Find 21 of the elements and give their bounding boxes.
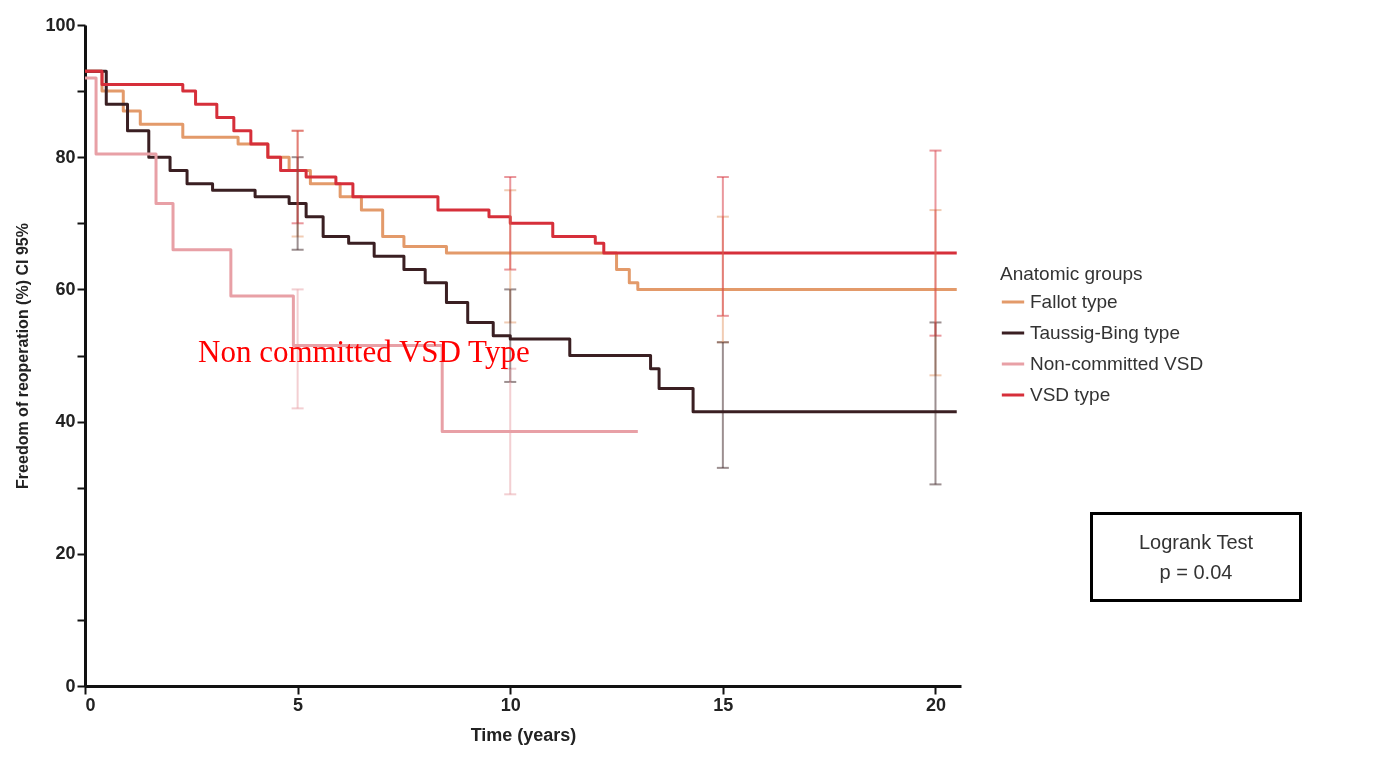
- y-tick-label: 40: [55, 411, 76, 432]
- x-tick-label: 5: [293, 694, 304, 715]
- x-tick-label: 15: [713, 694, 734, 715]
- y-tick-label: 60: [55, 278, 76, 299]
- y-tick-label: 0: [65, 675, 76, 696]
- legend-label: Fallot type: [1030, 291, 1118, 312]
- annotation: Non committed VSD Type: [198, 334, 530, 370]
- legend-label: Non-committed VSD: [1030, 353, 1204, 374]
- legend-label: Taussig-Bing type: [1030, 322, 1180, 343]
- y-tick-label: 100: [45, 14, 76, 35]
- x-tick-label: 0: [85, 694, 96, 715]
- text: p = 0.04: [1158, 560, 1234, 585]
- y-axis-title: Freedom of reoperation (%) CI 95%: [14, 223, 32, 489]
- x-axis-title: Time (years): [470, 724, 577, 745]
- legend-title: Anatomic groups: [1000, 263, 1143, 284]
- y-tick-label: 20: [55, 543, 76, 564]
- y-tick-label: 80: [55, 146, 76, 167]
- x-tick-label: 20: [925, 694, 946, 715]
- legend-label: VSD type: [1030, 384, 1111, 405]
- text: Logrank Test: [1137, 530, 1255, 555]
- x-tick-label: 10: [500, 694, 521, 715]
